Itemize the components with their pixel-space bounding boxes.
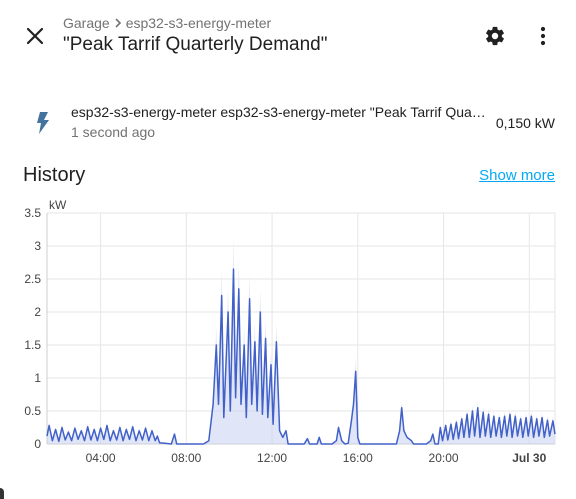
more-vertical-icon	[540, 26, 546, 46]
y-tick-label: 0.5	[24, 404, 41, 418]
x-tick-label: 16:00	[343, 451, 373, 465]
y-tick-label: 1	[34, 371, 41, 385]
x-tick-label: 20:00	[429, 451, 459, 465]
x-tick-label: Jul 30	[512, 451, 546, 465]
series-line	[46, 268, 556, 445]
y-tick-label: 3.5	[24, 206, 41, 220]
breadcrumb-area: Garage	[63, 15, 110, 31]
y-tick-label: 3	[34, 239, 41, 253]
close-icon	[26, 27, 44, 45]
entity-name: esp32-s3-energy-meter esp32-s3-energy-me…	[71, 104, 486, 120]
y-tick-label: 1.5	[24, 338, 41, 352]
x-tick-label: 08:00	[171, 451, 201, 465]
show-more-link[interactable]: Show more	[479, 167, 555, 184]
breadcrumb: Garage esp32-s3-energy-meter	[63, 15, 271, 31]
y-tick-label: 0	[34, 437, 41, 451]
corner-decoration	[0, 488, 4, 499]
entity-last-changed: 1 second ago	[71, 124, 156, 140]
y-axis-label: kW	[49, 198, 67, 212]
x-tick-label: 12:00	[257, 451, 287, 465]
dialog-header: Garage esp32-s3-energy-meter "Peak Tarri…	[0, 0, 576, 72]
close-button[interactable]	[20, 21, 50, 51]
page-title: "Peak Tarrif Quarterly Demand"	[63, 34, 328, 55]
history-title: History	[23, 164, 86, 186]
x-tick-label: 04:00	[86, 451, 116, 465]
chevron-right-icon	[112, 17, 124, 29]
more-options-button[interactable]	[531, 22, 555, 50]
lightning-bolt-icon	[37, 112, 49, 134]
settings-button[interactable]	[481, 22, 509, 50]
history-chart[interactable]: 0 0.5 1 1.5 2 2.5 3 3.5 kW 04:00 08:00 12:00 16:00 20…	[0, 195, 576, 475]
entity-state: 0,150 kW	[495, 115, 555, 131]
breadcrumb-device: esp32-s3-energy-meter	[125, 15, 272, 31]
entity-row[interactable]: esp32-s3-energy-meter esp32-s3-energy-me…	[0, 96, 576, 152]
y-tick-label: 2.5	[24, 272, 41, 286]
gear-icon	[486, 26, 504, 46]
y-tick-label: 2	[34, 305, 41, 319]
